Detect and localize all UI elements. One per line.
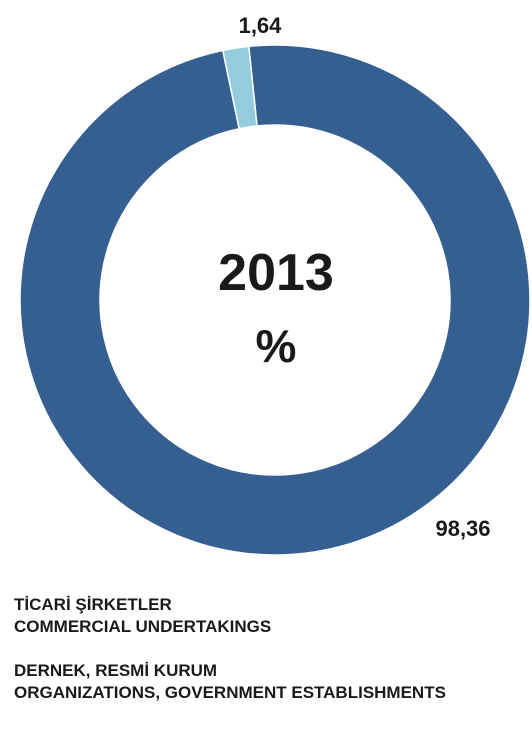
legend-label-tr: DERNEK, RESMİ KURUM: [14, 661, 218, 680]
center-year-label: 2013: [218, 244, 334, 302]
slice-organizations: [221, 45, 258, 130]
legend-label-en: COMMERCIAL UNDERTAKINGS: [14, 617, 272, 636]
legend: TİCARİ ŞİRKETLER COMMERCIAL UNDERTAKINGS…: [14, 594, 530, 726]
legend-label-en: ORGANIZATIONS, GOVERNMENT ESTABLISHMENTS: [14, 683, 446, 702]
slice-label-commercial: 98,36: [435, 516, 490, 541]
slice-label-organizations: 1,64: [239, 13, 283, 38]
legend-entry-commercial: TİCARİ ŞİRKETLER COMMERCIAL UNDERTAKINGS: [14, 594, 530, 638]
center-unit-label: %: [256, 320, 297, 372]
slice-commercial: [19, 44, 531, 556]
donut-chart: 98,36 1,64 2013 %: [19, 13, 531, 556]
legend-entry-organizations: DERNEK, RESMİ KURUM ORGANIZATIONS, GOVER…: [14, 660, 530, 704]
legend-label-tr: TİCARİ ŞİRKETLER: [14, 595, 172, 614]
donut-slices: [19, 44, 531, 556]
